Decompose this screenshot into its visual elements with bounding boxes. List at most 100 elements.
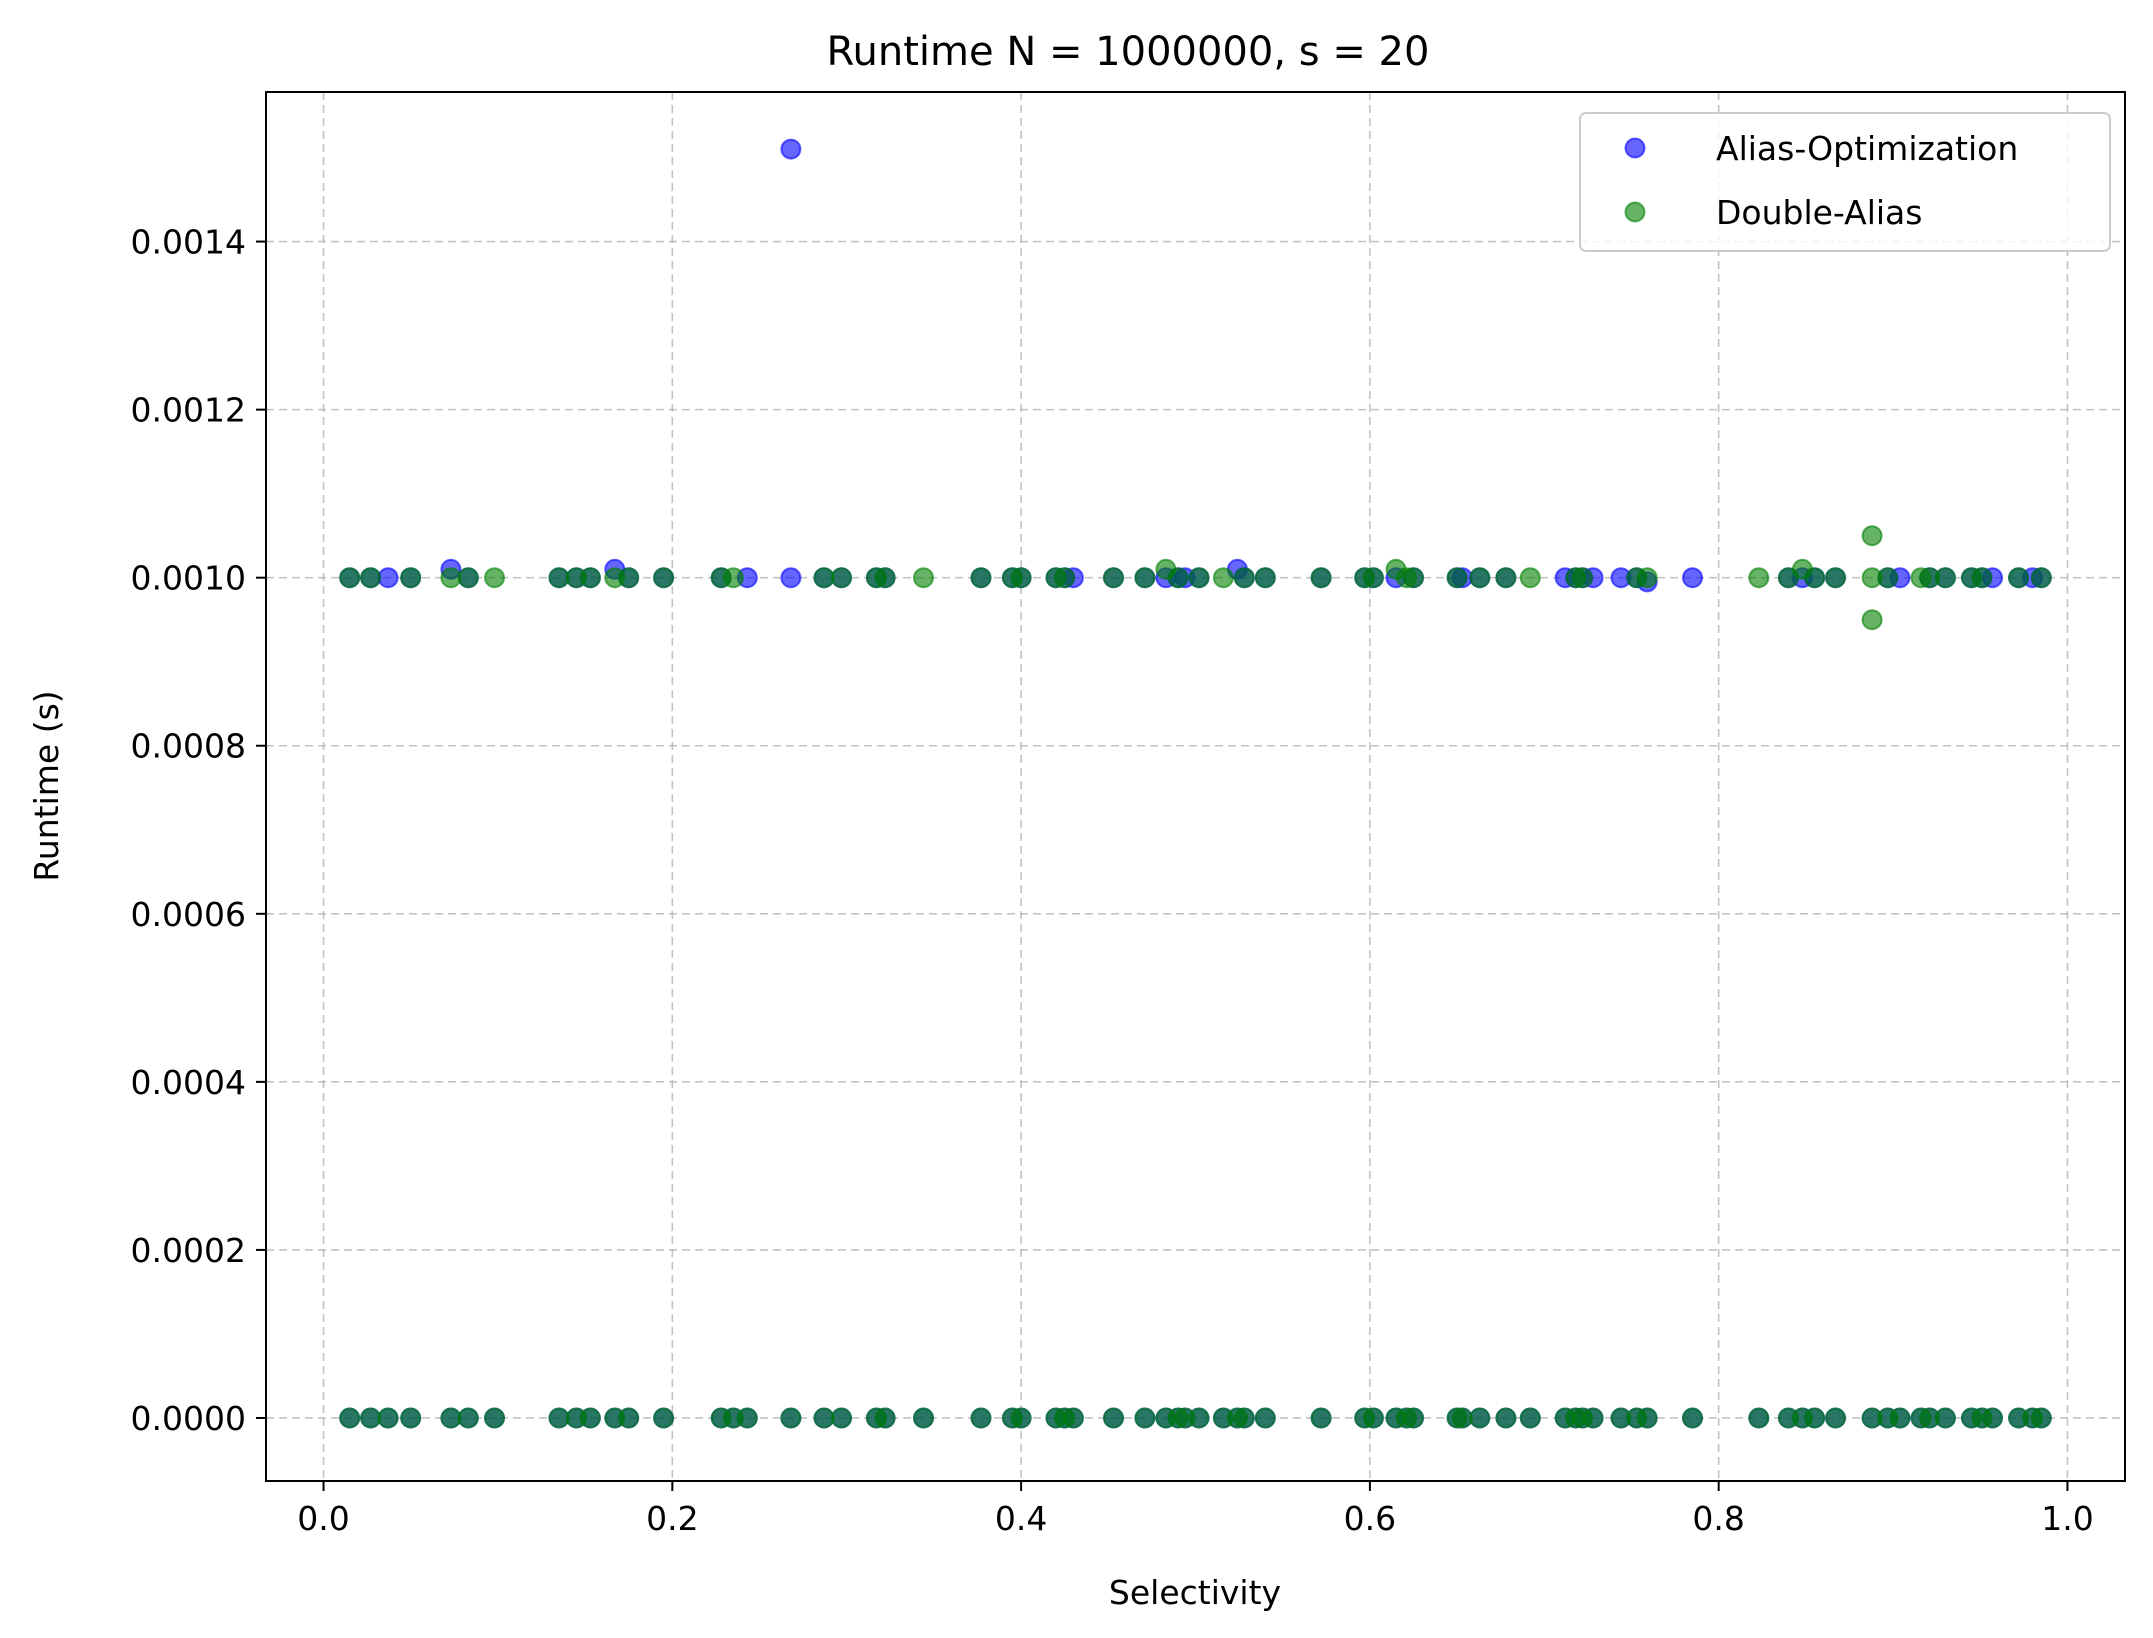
data-point	[1861, 609, 1883, 631]
tick-layer: 0.0 0.2 0.4 0.6 0.8 1.0 0.0000 0.0002 0.0004 0.00…	[131, 223, 2094, 1538]
y-axis-label: Runtime (s)	[27, 690, 66, 881]
data-point	[831, 567, 852, 589]
y-tick-label: 0.0008	[131, 727, 246, 766]
x-tick-label: 0.4	[995, 1499, 1047, 1538]
data-point	[1167, 567, 1189, 589]
y-tick-label: 0.0004	[131, 1063, 246, 1102]
data-point	[813, 1407, 835, 1429]
data-point	[913, 1407, 934, 1429]
data-point	[1682, 567, 1703, 589]
data-point	[913, 567, 934, 589]
legend-marker	[1624, 201, 1646, 223]
data-point	[1212, 567, 1234, 589]
data-point	[736, 1407, 758, 1429]
data-point	[780, 1407, 802, 1429]
legend-marker	[1624, 137, 1646, 159]
data-point	[1495, 1407, 1517, 1429]
data-point	[1748, 1407, 1770, 1429]
data-point	[400, 1407, 422, 1429]
data-point	[722, 567, 744, 589]
data-point	[377, 567, 399, 589]
data-point	[1682, 1407, 1703, 1429]
data-point	[1134, 567, 1156, 589]
data-point	[484, 1407, 505, 1429]
data-point	[440, 1407, 462, 1429]
data-point	[1825, 567, 1846, 589]
data-point	[618, 1407, 640, 1429]
data-point	[1233, 1407, 1255, 1429]
chart-title: Runtime N = 1000000, s = 20	[827, 29, 1430, 75]
data-point	[1825, 1407, 1846, 1429]
data-point	[1934, 567, 1956, 589]
data-point	[1469, 1407, 1491, 1429]
data-point	[1403, 1407, 1424, 1429]
data-point	[1636, 1407, 1658, 1429]
data-point	[2008, 567, 2030, 589]
points-layer	[339, 138, 2052, 1429]
y-tick-label: 0.0010	[131, 559, 246, 598]
data-point	[1804, 567, 1826, 589]
data-point	[548, 567, 570, 589]
data-point	[1310, 1407, 1332, 1429]
data-point	[653, 1407, 675, 1429]
data-point	[1188, 567, 1210, 589]
data-point	[1804, 1407, 1826, 1429]
data-point	[1010, 567, 1032, 589]
legend-label: Alias-Optimization	[1716, 129, 2018, 168]
data-point	[1519, 567, 1541, 589]
series-2	[339, 525, 2052, 1429]
data-point	[1861, 525, 1883, 547]
data-point	[1582, 1407, 1604, 1429]
legend: Alias-Optimization Double-Alias	[1579, 112, 2111, 252]
data-point	[970, 567, 992, 589]
data-point	[360, 567, 382, 589]
data-point	[1362, 567, 1384, 589]
data-point	[2030, 1407, 2052, 1429]
data-point	[1310, 567, 1332, 589]
data-point	[1572, 567, 1594, 589]
x-tick-label: 0.0	[297, 1499, 349, 1538]
data-point	[1748, 567, 1770, 589]
data-point	[440, 567, 462, 589]
data-point	[1103, 1407, 1124, 1429]
data-point	[813, 567, 835, 589]
data-point	[874, 567, 896, 589]
data-point	[484, 567, 505, 589]
data-point	[2030, 567, 2052, 589]
data-point	[1636, 567, 1658, 589]
data-point	[1495, 567, 1517, 589]
data-point	[874, 1407, 896, 1429]
data-point	[457, 567, 479, 589]
data-point	[780, 138, 802, 160]
data-point	[1446, 567, 1468, 589]
y-tick-label: 0.0002	[131, 1231, 246, 1270]
data-point	[780, 567, 802, 589]
y-tick-label: 0.0006	[131, 895, 246, 934]
data-point	[970, 1407, 992, 1429]
data-point	[1971, 567, 1993, 589]
data-point	[360, 1407, 382, 1429]
y-tick-label: 0.0000	[131, 1399, 246, 1438]
data-point	[1362, 1407, 1384, 1429]
legend-box	[1579, 112, 2111, 252]
x-tick-label: 1.0	[2041, 1499, 2093, 1538]
data-point	[1877, 567, 1899, 589]
y-tick-label: 0.0012	[131, 391, 246, 430]
data-point	[1254, 567, 1276, 589]
data-point	[1010, 1407, 1032, 1429]
data-point	[377, 1407, 399, 1429]
data-point	[1233, 567, 1255, 589]
legend-label: Double-Alias	[1716, 193, 1922, 232]
data-point	[579, 1407, 601, 1429]
y-tick-label: 0.0014	[131, 223, 246, 262]
data-point	[1451, 1407, 1473, 1429]
plot-frame	[265, 91, 2126, 1482]
data-point	[1934, 1407, 1956, 1429]
x-tick-label: 0.2	[646, 1499, 698, 1538]
data-point	[1889, 1407, 1911, 1429]
data-point	[1519, 1407, 1541, 1429]
x-axis-label: Selectivity	[1109, 1573, 1281, 1612]
data-point	[1062, 1407, 1084, 1429]
data-point	[653, 567, 675, 589]
